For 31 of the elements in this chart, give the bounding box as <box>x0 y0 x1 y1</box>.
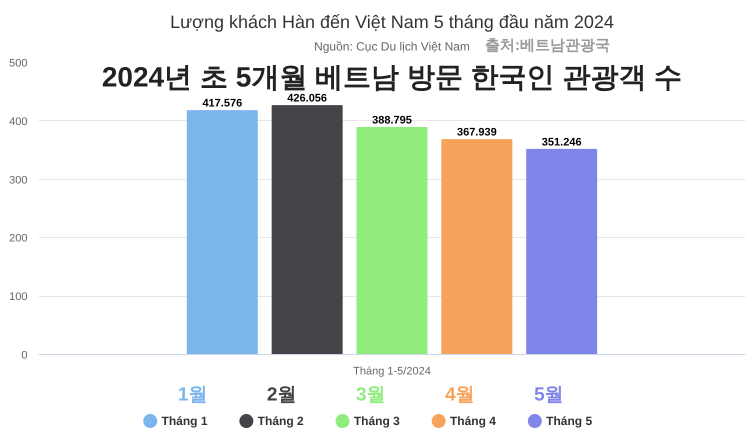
y-tick-label: 200 <box>9 232 28 245</box>
bar <box>441 139 512 354</box>
legend-label: Tháng 1 <box>162 414 208 428</box>
text: 1월 <box>178 384 208 406</box>
text: 2월 <box>266 384 297 406</box>
legend-label: Tháng 5 <box>546 414 592 428</box>
data-label: 388.795 <box>372 114 412 126</box>
text: 5월 <box>534 384 564 406</box>
chart-subtitle: Nguồn: Cục Du lịch Việt Nam <box>314 39 470 54</box>
bar <box>186 110 258 354</box>
data-label: 351.246 <box>542 136 582 148</box>
bar <box>526 148 598 354</box>
y-tick-label: 500 <box>9 58 28 70</box>
annotation: 2024년 초 5개월 베트남 방문 한국인 관광객 수 <box>102 62 682 93</box>
legend-label: Tháng 3 <box>354 414 400 428</box>
data-label: 426.056 <box>287 92 328 105</box>
text: 3월 <box>356 384 386 406</box>
y-tick-label: 0 <box>21 350 28 362</box>
legend-label: Tháng 2 <box>258 414 304 428</box>
y-tick-label: 400 <box>9 116 28 128</box>
source-note: 출처:베트남관광국 <box>485 36 610 54</box>
chart-title: Lượng khách Hàn đến Việt Nam 5 tháng đầu năm 2024 <box>170 12 614 32</box>
data-label: 417.576 <box>202 98 242 110</box>
bar <box>356 126 428 354</box>
y-tick-label: 100 <box>9 291 28 304</box>
y-tick-label: 300 <box>9 174 28 186</box>
legend-label: Tháng 4 <box>450 414 496 428</box>
x-tick-label: Tháng 1-5/2024 <box>353 366 431 378</box>
bar <box>272 105 343 354</box>
data-label: 367.939 <box>456 126 497 139</box>
text: 4월 <box>445 384 475 406</box>
